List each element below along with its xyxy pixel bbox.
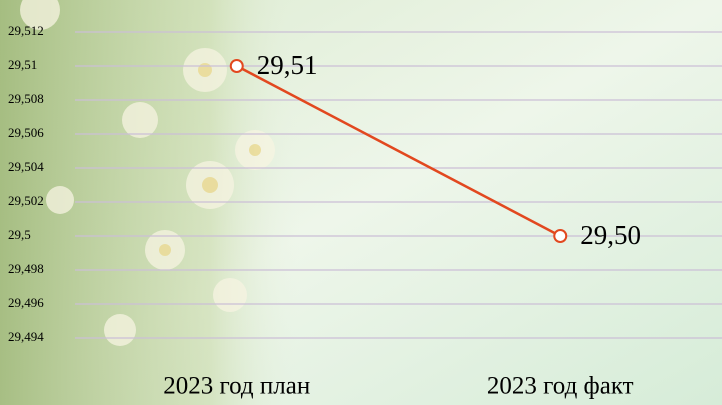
y-tick-label: 29,504 [8,159,44,174]
x-tick-label: 2023 год план [163,373,310,400]
y-tick-label: 29,494 [8,329,44,344]
x-tick-label: 2023 год факт [487,373,634,400]
y-tick-label: 29,512 [8,23,44,38]
y-tick-label: 29,506 [8,125,44,140]
value-label: 29,51 [257,50,318,80]
chart: 29,494 29,496 29,498 29,5 29,502 29,504 29,506… [0,0,722,405]
y-tick-label: 29,502 [8,193,44,208]
y-tick-label: 29,498 [8,261,44,276]
y-tick-label: 29,51 [8,57,37,72]
y-tick-label: 29,508 [8,91,44,106]
point [231,60,243,72]
value-label: 29,50 [580,220,641,250]
point [554,230,566,242]
y-tick-label: 29,5 [8,227,31,242]
y-tick-label: 29,496 [8,295,44,310]
